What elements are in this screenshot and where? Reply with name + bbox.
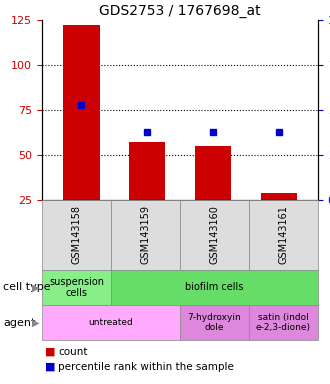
Text: untreated: untreated bbox=[89, 318, 133, 327]
Text: cell type: cell type bbox=[3, 283, 51, 293]
Text: GSM143161: GSM143161 bbox=[279, 205, 288, 265]
Bar bbox=[129, 142, 165, 200]
Bar bbox=[195, 146, 231, 200]
Text: GSM143159: GSM143159 bbox=[141, 205, 150, 265]
Text: biofilm cells: biofilm cells bbox=[185, 283, 244, 293]
Text: GSM143158: GSM143158 bbox=[72, 205, 82, 265]
Text: GSM143160: GSM143160 bbox=[210, 205, 219, 265]
Text: ■: ■ bbox=[45, 347, 55, 357]
Text: ■: ■ bbox=[45, 362, 55, 372]
Text: agent: agent bbox=[3, 318, 36, 328]
Text: ▶: ▶ bbox=[31, 318, 39, 328]
Text: count: count bbox=[58, 347, 87, 357]
Text: percentile rank within the sample: percentile rank within the sample bbox=[58, 362, 234, 372]
Text: suspension
cells: suspension cells bbox=[49, 277, 104, 298]
Title: GDS2753 / 1767698_at: GDS2753 / 1767698_at bbox=[99, 3, 261, 18]
Text: 7-hydroxyin
dole: 7-hydroxyin dole bbox=[188, 313, 241, 332]
Text: satin (indol
e-2,3-dione): satin (indol e-2,3-dione) bbox=[256, 313, 311, 332]
Text: ▶: ▶ bbox=[31, 283, 39, 293]
Bar bbox=[63, 25, 100, 200]
Bar bbox=[260, 193, 297, 200]
